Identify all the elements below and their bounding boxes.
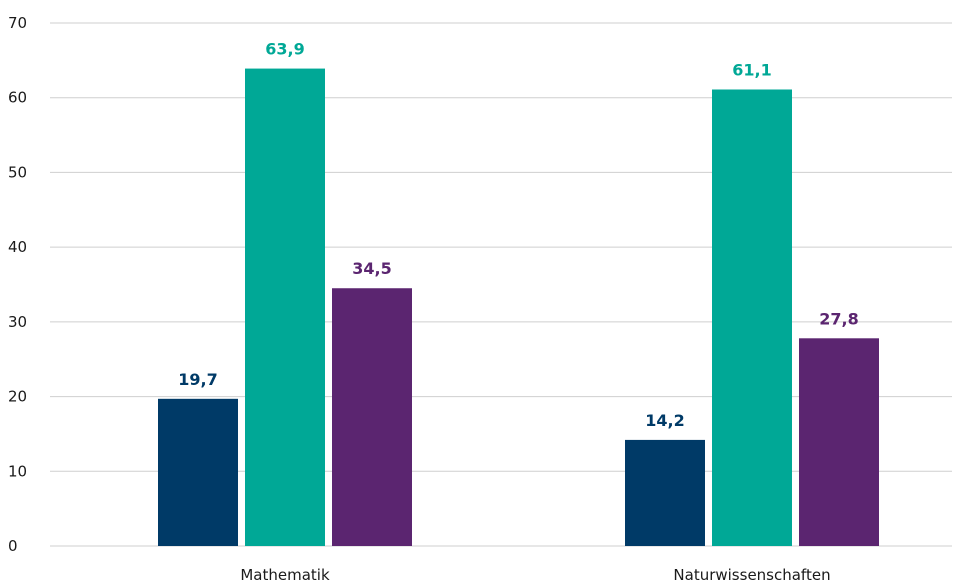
bar (625, 439, 705, 546)
y-tick-label: 60 (8, 89, 27, 107)
bar (245, 68, 325, 546)
data-label: 34,5 (352, 259, 391, 278)
bar (799, 338, 879, 546)
data-labels: 19,7 63,9 34,5 14,2 61,1 27,8 (178, 40, 858, 430)
x-axis-category-labels: Mathematik Naturwissenschaften (240, 566, 830, 584)
data-label: 14,2 (645, 411, 684, 430)
x-category-label: Mathematik (240, 566, 330, 584)
y-tick-label: 0 (8, 537, 18, 555)
y-tick-label: 70 (8, 14, 27, 32)
bar (158, 398, 238, 546)
y-tick-label: 50 (8, 163, 27, 181)
y-axis-tick-labels: 0 10 20 30 40 50 60 70 (8, 14, 27, 555)
bar (712, 89, 792, 546)
y-tick-label: 20 (8, 388, 27, 406)
data-label: 27,8 (819, 309, 858, 328)
y-tick-label: 10 (8, 462, 27, 480)
y-tick-label: 30 (8, 313, 27, 331)
data-label: 61,1 (732, 60, 771, 79)
bars (158, 68, 879, 546)
data-label: 63,9 (265, 40, 304, 59)
data-label: 19,7 (178, 370, 217, 389)
x-category-label: Naturwissenschaften (673, 566, 830, 584)
bar (332, 288, 412, 546)
y-tick-label: 40 (8, 238, 27, 256)
